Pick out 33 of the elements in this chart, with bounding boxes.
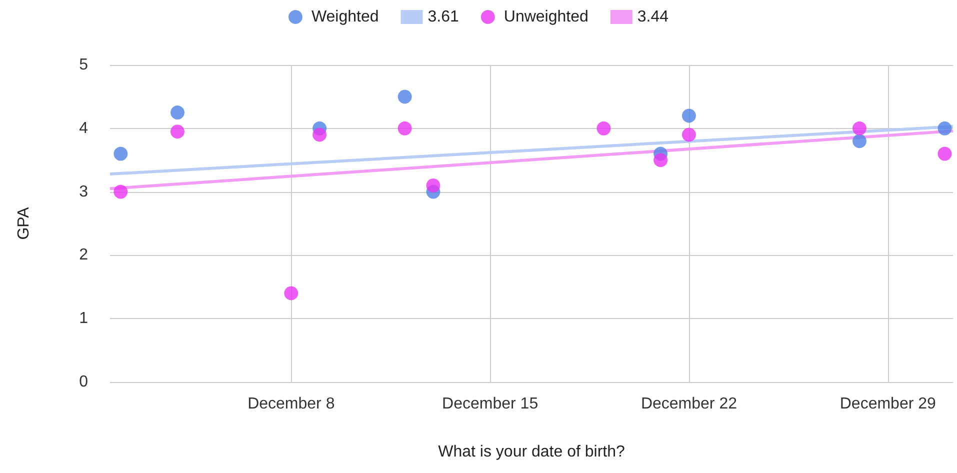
point	[852, 134, 866, 148]
point	[170, 106, 184, 120]
x-tick-label: December 8	[248, 396, 335, 412]
y-tick-label: 4	[79, 120, 88, 137]
point	[654, 153, 668, 168]
point	[596, 121, 611, 136]
point	[114, 146, 128, 161]
point	[852, 121, 866, 136]
y-axis-title: GPA	[16, 206, 32, 240]
y-tick-label: 3	[79, 183, 88, 200]
y-tick-label: 1	[79, 310, 88, 328]
x-tick-label: December 29	[840, 396, 936, 412]
point	[114, 184, 128, 199]
x-tick-label: December 15	[442, 396, 538, 412]
legend-label: Weighted	[311, 8, 379, 26]
x-axis-title: What is your date of birth?	[438, 444, 625, 460]
legend-label: 3.61	[428, 8, 460, 26]
point	[170, 124, 184, 139]
y-tick-label: 0	[79, 374, 88, 390]
point	[938, 121, 952, 136]
point	[398, 121, 412, 136]
point	[284, 286, 298, 300]
point	[682, 108, 696, 123]
x-tick-label: December 22	[640, 396, 738, 412]
legend-label: 3.44	[637, 8, 669, 26]
point	[938, 146, 952, 161]
legend-label: Unweighted	[504, 8, 588, 26]
y-tick-label: 2	[79, 246, 88, 264]
point	[682, 128, 696, 142]
y-tick-label: 5	[79, 56, 88, 74]
point	[426, 178, 440, 192]
point	[312, 128, 327, 142]
point	[398, 90, 412, 104]
